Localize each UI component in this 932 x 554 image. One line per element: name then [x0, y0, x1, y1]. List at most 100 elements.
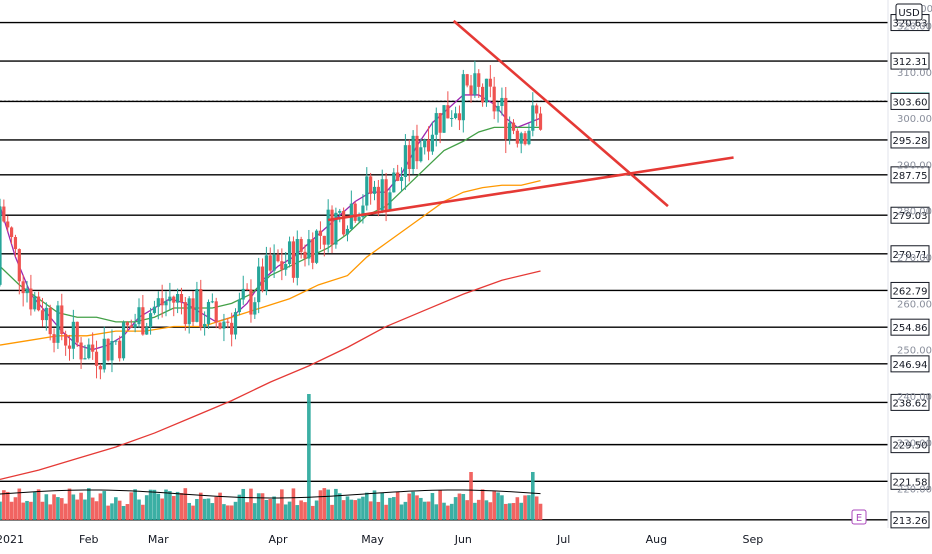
price-label: 270.71: [893, 250, 928, 261]
candle-body: [272, 254, 276, 271]
volume-bar: [291, 488, 296, 520]
volume-bar: [245, 502, 249, 520]
candle-body: [241, 288, 245, 300]
volume-bar: [36, 489, 41, 520]
volume-bar: [44, 494, 49, 520]
candle-body: [44, 307, 48, 321]
candle-body: [168, 296, 172, 302]
volume-bar: [531, 472, 535, 520]
candle-body: [102, 338, 106, 370]
volume-bar: [380, 492, 385, 520]
volume-bar: [503, 503, 508, 520]
price-label: 279.03: [893, 211, 928, 222]
volume-bar: [392, 497, 396, 520]
candle-body: [9, 227, 14, 238]
volume-bar: [40, 501, 45, 520]
volume-bar: [114, 497, 118, 520]
price-label: 320.63: [893, 19, 928, 30]
y-tick-label: 260.00: [897, 299, 932, 310]
volume-bar: [117, 500, 122, 520]
volume-bar: [357, 498, 361, 520]
price-label: 213.26: [893, 516, 928, 527]
volume-bar: [75, 499, 80, 520]
volume-bar: [334, 488, 338, 520]
volume-bar: [326, 489, 330, 520]
moving-averages: [0, 94, 541, 481]
candle-body: [56, 305, 60, 343]
candle-body: [98, 365, 102, 370]
candle-body: [94, 351, 99, 366]
candle-body: [504, 97, 508, 140]
y-tick-label: 310.00: [897, 68, 932, 79]
candle-body: [326, 209, 330, 245]
volume-bar: [264, 499, 269, 520]
trendlines: [327, 19, 734, 222]
price-label-box: [890, 206, 930, 224]
volume-bar: [422, 501, 427, 520]
candle-body: [52, 334, 56, 343]
candle-body: [469, 85, 473, 95]
volume-bar: [98, 493, 103, 520]
volume-bar: [519, 502, 524, 520]
candle-body: [91, 344, 95, 352]
volume-bar: [349, 499, 354, 520]
candle-body: [396, 172, 400, 181]
volume-bar: [229, 505, 234, 520]
candle-body: [75, 321, 79, 343]
candle-body: [29, 288, 33, 310]
volume-bar: [341, 500, 346, 520]
volume-bar: [534, 496, 539, 520]
candle-body: [392, 172, 396, 193]
volume-bar: [272, 496, 276, 520]
price-label-box: [890, 131, 930, 149]
volume-bar: [361, 496, 365, 520]
volume-bar: [29, 501, 33, 520]
volume-bar: [2, 490, 6, 520]
candle-body: [199, 289, 203, 328]
volume-bar: [469, 472, 473, 520]
volume-bar: [364, 492, 369, 520]
volume-bar: [295, 505, 300, 520]
candle-body: [0, 206, 2, 285]
candle-body: [118, 340, 122, 359]
candle-body: [376, 186, 380, 211]
volume-bar: [419, 497, 423, 520]
candle-body: [2, 206, 6, 222]
candle-body: [176, 293, 180, 303]
candle-body: [276, 254, 280, 262]
candle-body: [291, 241, 296, 278]
candle-body: [434, 113, 438, 135]
candle-body: [538, 113, 543, 130]
candle-body: [535, 105, 539, 114]
volume-bar: [106, 505, 110, 520]
candle-body: [446, 105, 450, 119]
volume-bar: [268, 498, 273, 520]
candle-body: [345, 228, 350, 235]
candle-body: [419, 147, 423, 162]
y-tick-label: 250.00: [897, 346, 932, 357]
x-tick-label: 2021: [0, 533, 24, 546]
volume-bar: [191, 505, 195, 520]
volume-bar: [195, 498, 199, 520]
volume-bar: [345, 496, 350, 520]
price-label: 303.60: [893, 97, 928, 108]
x-tick-label: May: [361, 533, 384, 546]
candle-body: [481, 86, 485, 103]
volume-bar: [129, 492, 134, 520]
candle-body: [353, 203, 357, 221]
earnings-marker[interactable]: E: [851, 509, 867, 525]
candle-body: [60, 305, 64, 334]
volume-bar: [32, 492, 37, 520]
volume-bar: [198, 492, 203, 520]
candle-body: [264, 255, 268, 291]
volume-bar: [465, 500, 469, 520]
candle-body: [388, 192, 392, 211]
candle-body: [403, 145, 407, 177]
candle-body: [372, 186, 377, 194]
trendline-2: [452, 19, 669, 208]
candle-body: [531, 105, 535, 131]
y-tick-label: 290.00: [897, 160, 932, 171]
x-tick-label: Apr: [268, 533, 288, 546]
